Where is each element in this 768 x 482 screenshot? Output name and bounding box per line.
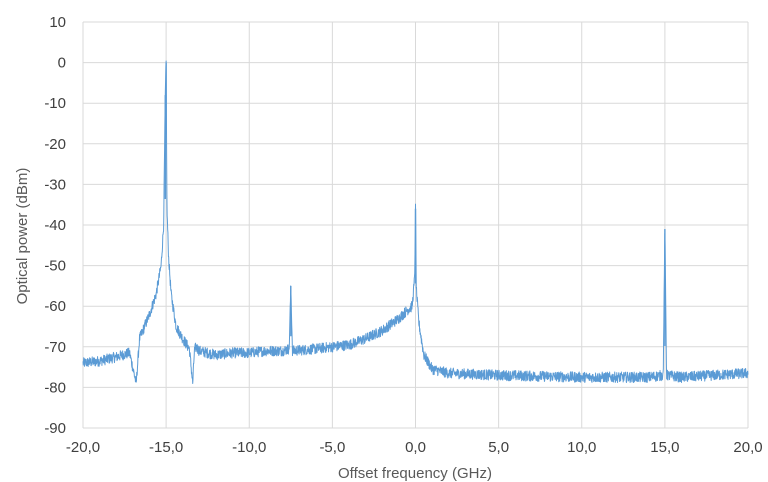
y-tick-label: -80	[44, 379, 66, 396]
y-axis-title: Optical power (dBm)	[14, 168, 31, 305]
x-axis-title: Offset frequency (GHz)	[338, 465, 492, 482]
x-tick-label: -10,0	[232, 439, 266, 456]
y-tick-label: -60	[44, 298, 66, 315]
x-tick-label: 20,0	[733, 439, 762, 456]
y-tick-label: -70	[44, 339, 66, 356]
x-tick-label: 5,0	[488, 439, 509, 456]
y-tick-label: -90	[44, 420, 66, 437]
x-tick-label: -15,0	[149, 439, 183, 456]
x-tick-label: -20,0	[66, 439, 100, 456]
y-tick-labels: -90 -80 -70 -60 -50 -40 -30 -20 -10 0 10	[44, 14, 66, 437]
y-tick-label: -50	[44, 258, 66, 275]
y-tick-label: 10	[49, 14, 66, 31]
plot-area	[82, 60, 749, 385]
y-tick-label: 0	[58, 55, 66, 72]
x-tick-label: -5,0	[319, 439, 345, 456]
y-tick-label: -40	[44, 217, 66, 234]
x-tick-label: 10,0	[567, 439, 596, 456]
x-tick-label: 0,0	[405, 439, 426, 456]
x-tick-labels: -20,0 -15,0 -10,0 -5,0 0,0 5,0 10,0 15,0 20,0	[66, 439, 763, 456]
x-tick-label: 15,0	[650, 439, 679, 456]
y-tick-label: -10	[44, 95, 66, 112]
spectrum-trace	[82, 60, 749, 385]
y-tick-label: -30	[44, 176, 66, 193]
y-tick-label: -20	[44, 136, 66, 153]
